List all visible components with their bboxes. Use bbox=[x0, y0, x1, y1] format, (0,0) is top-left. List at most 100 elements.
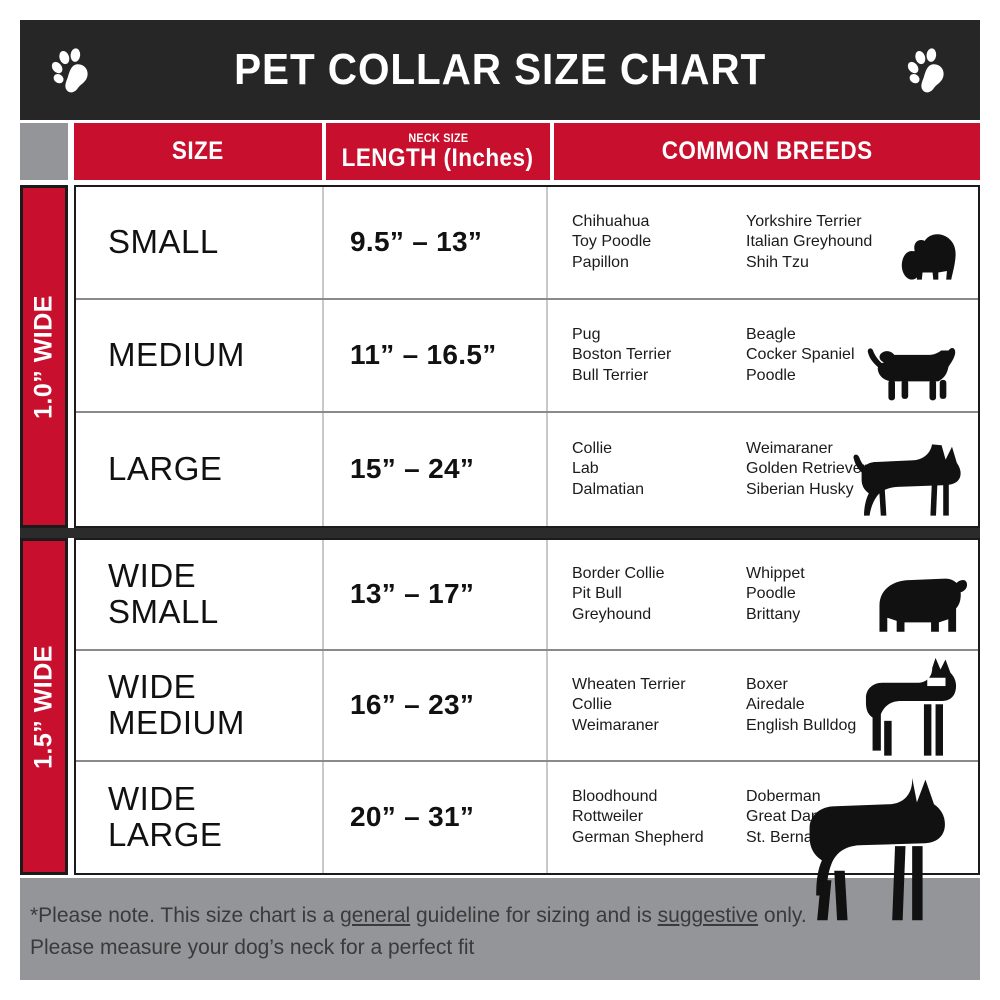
doberman-silhouette bbox=[809, 777, 945, 921]
table-row: MEDIUM 11” – 16.5” Pug Boston Terrier Bu… bbox=[76, 299, 978, 413]
cell-size: SMALL bbox=[76, 187, 324, 298]
cell-length: 20” – 31” bbox=[324, 761, 548, 873]
breed-item: Pug bbox=[572, 325, 601, 343]
table-row: SMALL 9.5” – 13” Chihuahua Toy Poodle Pa… bbox=[76, 187, 978, 300]
breed-item: Dalmatian bbox=[572, 480, 645, 498]
page-title: PET COLLAR SIZE CHART bbox=[233, 45, 767, 94]
table-row: WIDE MEDIUM 16” – 23” Wheaten Terrier Co… bbox=[76, 650, 978, 762]
breed-item: Lab bbox=[572, 460, 599, 478]
breed-item: Weimaraner bbox=[572, 716, 659, 734]
footer-line1-part-a: *Please note. This size chart is a bbox=[30, 904, 341, 927]
section-band-label: 1.5” WIDE bbox=[29, 644, 58, 769]
cell-length: 9.5” – 13” bbox=[324, 187, 548, 298]
breed-item: Golden Retriever bbox=[746, 460, 867, 478]
breed-item: Doberman bbox=[746, 787, 821, 805]
breed-column-right: Weimaraner Golden Retriever Siberian Hus… bbox=[746, 439, 896, 500]
cell-length: 15” – 24” bbox=[324, 412, 548, 526]
breed-column-left: Collie Lab Dalmatian bbox=[572, 439, 722, 500]
breed-item: Border Collie bbox=[572, 564, 665, 582]
column-header-row: SIZE NECK SIZE LENGTH (Inches) COMMON BR… bbox=[20, 123, 980, 180]
size-label: WIDE SMALL bbox=[108, 556, 219, 631]
cell-size: LARGE bbox=[76, 412, 324, 526]
column-header-size: SIZE bbox=[74, 123, 322, 180]
cell-breeds: Wheaten Terrier Collie Weimaraner Boxer … bbox=[548, 651, 978, 760]
breed-item: Toy Poodle bbox=[572, 233, 652, 251]
corner-cell bbox=[20, 123, 68, 180]
size-label: LARGE bbox=[108, 449, 223, 487]
breed-item: Chihuahua bbox=[572, 212, 650, 230]
breed-item: Airedale bbox=[746, 696, 805, 714]
column-header-breeds: COMMON BREEDS bbox=[554, 123, 980, 180]
cell-length: 16” – 23” bbox=[324, 650, 548, 760]
breed-item: Italian Greyhound bbox=[746, 233, 873, 251]
table-row: WIDE LARGE 20” – 31” Bloodhound Rottweil… bbox=[76, 761, 978, 873]
footer-underline-suggestive: suggestive bbox=[657, 904, 759, 927]
section-band-1-5-wide: 1.5” WIDE bbox=[20, 538, 68, 875]
section-band-label: 1.0” WIDE bbox=[29, 294, 58, 419]
cell-size: WIDE LARGE bbox=[76, 761, 324, 873]
breed-column-right: Whippet Poodle Brittany bbox=[746, 564, 896, 625]
size-label: SMALL bbox=[108, 223, 219, 261]
cell-breeds: Bloodhound Rottweiler German Shepherd Do… bbox=[548, 762, 978, 873]
section-1-0-wide: 1.0” WIDE SMALL 9.5” – 13” Chihuahua Toy… bbox=[20, 185, 980, 528]
breed-item: Boxer bbox=[746, 675, 788, 693]
table-row: WIDE SMALL 13” – 17” Border Collie Pit B… bbox=[76, 540, 978, 651]
cell-length: 13” – 17” bbox=[324, 540, 548, 649]
breed-item: Greyhound bbox=[572, 605, 652, 623]
size-label: WIDE MEDIUM bbox=[108, 667, 245, 742]
column-header-breeds-label: COMMON BREEDS bbox=[661, 137, 873, 165]
section-divider bbox=[20, 528, 980, 538]
breed-item: Wheaten Terrier bbox=[572, 675, 686, 693]
breed-item: Siberian Husky bbox=[746, 480, 854, 498]
footer-note: *Please note. This size chart is a gener… bbox=[30, 900, 970, 963]
section-rows: SMALL 9.5” – 13” Chihuahua Toy Poodle Pa… bbox=[74, 185, 980, 528]
footer-line1-part-b: guideline for sizing and is bbox=[410, 904, 658, 927]
breed-item: Bull Terrier bbox=[572, 366, 649, 384]
breed-column-right: Yorkshire Terrier Italian Greyhound Shih… bbox=[746, 212, 896, 273]
footer-line1-part-c: only. bbox=[758, 904, 807, 927]
breed-item: Shih Tzu bbox=[746, 253, 809, 271]
small-fluffy-dog-silhouette bbox=[901, 234, 956, 280]
breed-item: Yorkshire Terrier bbox=[746, 212, 862, 230]
cell-length: 11” – 16.5” bbox=[324, 299, 548, 411]
cell-breeds: Border Collie Pit Bull Greyhound Whippet… bbox=[548, 540, 978, 649]
breed-column-right: Boxer Airedale English Bulldog bbox=[746, 675, 896, 736]
column-header-size-label: SIZE bbox=[172, 137, 224, 165]
breed-item: English Bulldog bbox=[746, 716, 857, 734]
column-header-length: NECK SIZE LENGTH (Inches) bbox=[326, 123, 550, 180]
cell-breeds: Chihuahua Toy Poodle Papillon Yorkshire … bbox=[548, 187, 978, 298]
breed-column-left: Wheaten Terrier Collie Weimaraner bbox=[572, 675, 722, 736]
breed-item: Poodle bbox=[746, 585, 796, 603]
breed-column-left: Border Collie Pit Bull Greyhound bbox=[572, 564, 722, 625]
breed-item: Cocker Spaniel bbox=[746, 346, 855, 364]
size-label: MEDIUM bbox=[108, 336, 245, 373]
breed-column-right: Doberman Great Dane St. Bernard bbox=[746, 787, 896, 848]
chart-header: PET COLLAR SIZE CHART bbox=[20, 20, 980, 120]
breed-item: Beagle bbox=[746, 325, 796, 343]
breed-item: German Shepherd bbox=[572, 828, 704, 846]
column-header-length-label: LENGTH (Inches) bbox=[342, 144, 534, 172]
breed-item: Weimaraner bbox=[746, 439, 833, 457]
breed-item: Boston Terrier bbox=[572, 346, 672, 364]
cell-size: MEDIUM bbox=[76, 299, 324, 411]
cell-breeds: Collie Lab Dalmatian Weimaraner Golden R… bbox=[548, 413, 978, 526]
breed-item: Bloodhound bbox=[572, 787, 658, 805]
pet-collar-size-chart: PET COLLAR SIZE CHART SIZE NECK SIZE LEN… bbox=[20, 20, 980, 980]
column-header-length-sublabel: NECK SIZE bbox=[407, 131, 469, 145]
paw-print-icon bbox=[907, 48, 944, 93]
breed-item: Pit Bull bbox=[572, 585, 622, 603]
breed-item: Brittany bbox=[746, 605, 801, 623]
breed-column-left: Bloodhound Rottweiler German Shepherd bbox=[572, 787, 722, 848]
breed-item: St. Bernard bbox=[746, 828, 827, 846]
breed-item: Collie bbox=[572, 439, 613, 457]
footer-line2: Please measure your dog’s neck for a per… bbox=[30, 935, 475, 959]
breed-item: Great Dane bbox=[746, 808, 829, 826]
breed-item: Whippet bbox=[746, 564, 805, 582]
breed-column-left: Pug Boston Terrier Bull Terrier bbox=[572, 325, 722, 386]
cell-breeds: Pug Boston Terrier Bull Terrier Beagle C… bbox=[548, 300, 978, 411]
breed-item: Papillon bbox=[572, 253, 629, 271]
breed-column-left: Chihuahua Toy Poodle Papillon bbox=[572, 212, 722, 273]
cell-size: WIDE SMALL bbox=[76, 540, 324, 649]
size-label: WIDE LARGE bbox=[108, 779, 223, 854]
section-band-1-0-wide: 1.0” WIDE bbox=[20, 185, 68, 528]
